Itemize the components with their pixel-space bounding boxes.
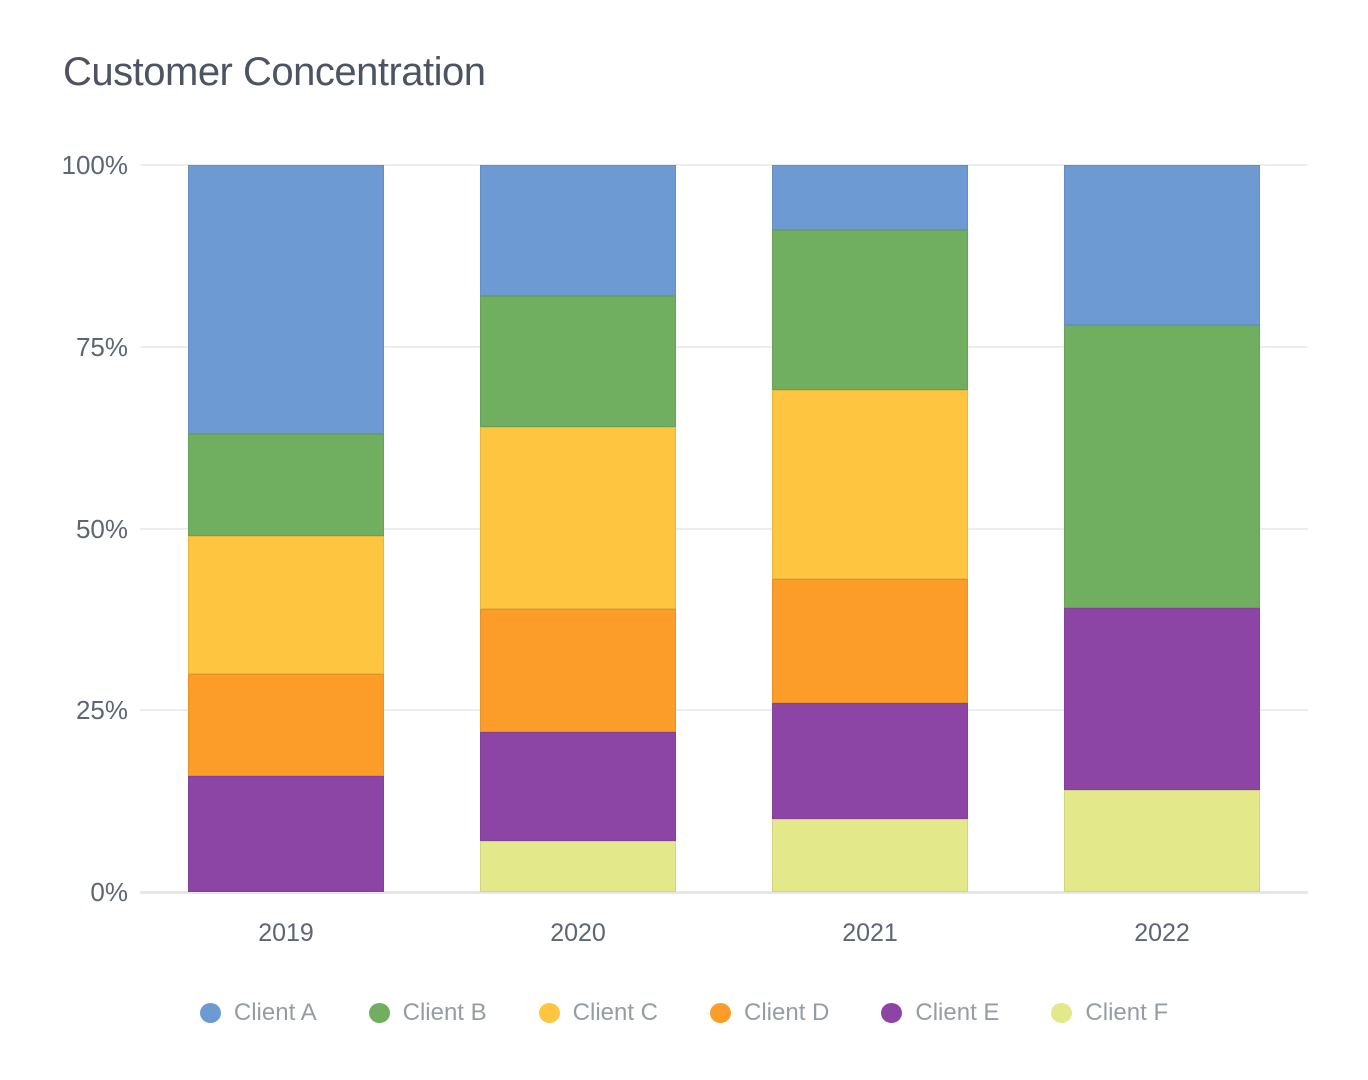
segment-2020-client-f[interactable] [480,841,676,892]
segment-2022-client-a[interactable] [1064,165,1260,325]
segment-2019-client-e[interactable] [188,775,384,892]
chart-title: Customer Concentration [63,50,486,94]
segment-2019-client-a[interactable] [188,165,384,435]
legend-label: Client C [572,999,659,1026]
legend-item-client-a[interactable]: Client A [199,999,317,1026]
y-axis-tick-label: 100% [61,150,129,180]
legend-item-client-b[interactable]: Client B [368,999,487,1026]
segment-2021-client-e[interactable] [772,703,968,820]
segment-2019-client-d[interactable] [188,673,384,776]
bar-2019 [188,165,384,892]
segment-2019-client-b[interactable] [188,434,384,536]
legend-swatch-icon [710,1003,732,1023]
legend-label: Client B [402,999,487,1026]
bar-2022 [1064,165,1260,892]
legend-swatch-icon [368,1003,390,1023]
segment-2020-client-e[interactable] [480,732,676,842]
gridline-25 [140,709,1308,712]
x-axis-label-2021: 2021 [842,919,898,947]
segment-2022-client-b[interactable] [1064,324,1260,609]
y-axis-tick-label: 25% [75,695,128,726]
bar-2020 [480,165,676,892]
segment-2020-client-b[interactable] [480,295,676,427]
plot-area [140,164,1308,894]
gridline-100 [140,164,1308,166]
y-axis-tick-label: 50% [75,513,128,544]
chart-legend: Client A Client B Client C Client D Client E… [0,1000,1368,1026]
legend-label: Client F [1085,999,1169,1026]
legend-item-client-f[interactable]: Client F [1051,1000,1168,1026]
x-axis-label-2022: 2022 [1134,919,1190,947]
y-axis-tick-label: 75% [75,331,128,362]
legend-item-client-e[interactable]: Client E [881,1000,999,1026]
legend-swatch-icon [538,1003,560,1023]
x-axis-label-2019: 2019 [258,919,314,947]
segment-2021-client-b[interactable] [772,230,968,391]
legend-item-client-d[interactable]: Client D [710,1000,829,1026]
segment-2020-client-c[interactable] [480,426,676,609]
legend-label: Client A [233,999,317,1026]
legend-swatch-icon [881,1003,903,1023]
segment-2019-client-c[interactable] [188,535,384,674]
gridline-0 [140,891,1308,894]
gridline-50 [140,527,1308,530]
segment-2021-client-f[interactable] [772,819,968,892]
legend-label: Client E [915,999,1000,1026]
gridline-75 [140,345,1308,348]
legend-label: Client D [744,999,830,1026]
segment-2020-client-d[interactable] [480,608,676,733]
legend-swatch-icon [1051,1003,1073,1023]
segment-2021-client-c[interactable] [772,390,968,580]
x-axis-label-2020: 2020 [550,919,606,947]
legend-swatch-icon [199,1003,221,1023]
bar-2021 [772,165,968,892]
segment-2021-client-a[interactable] [772,165,968,231]
segment-2022-client-e[interactable] [1064,608,1260,791]
segment-2020-client-a[interactable] [480,165,676,296]
y-axis-tick-label: 0% [90,877,128,907]
legend-item-client-c[interactable]: Client C [538,999,659,1026]
segment-2021-client-d[interactable] [772,579,968,703]
segment-2022-client-f[interactable] [1064,790,1260,892]
